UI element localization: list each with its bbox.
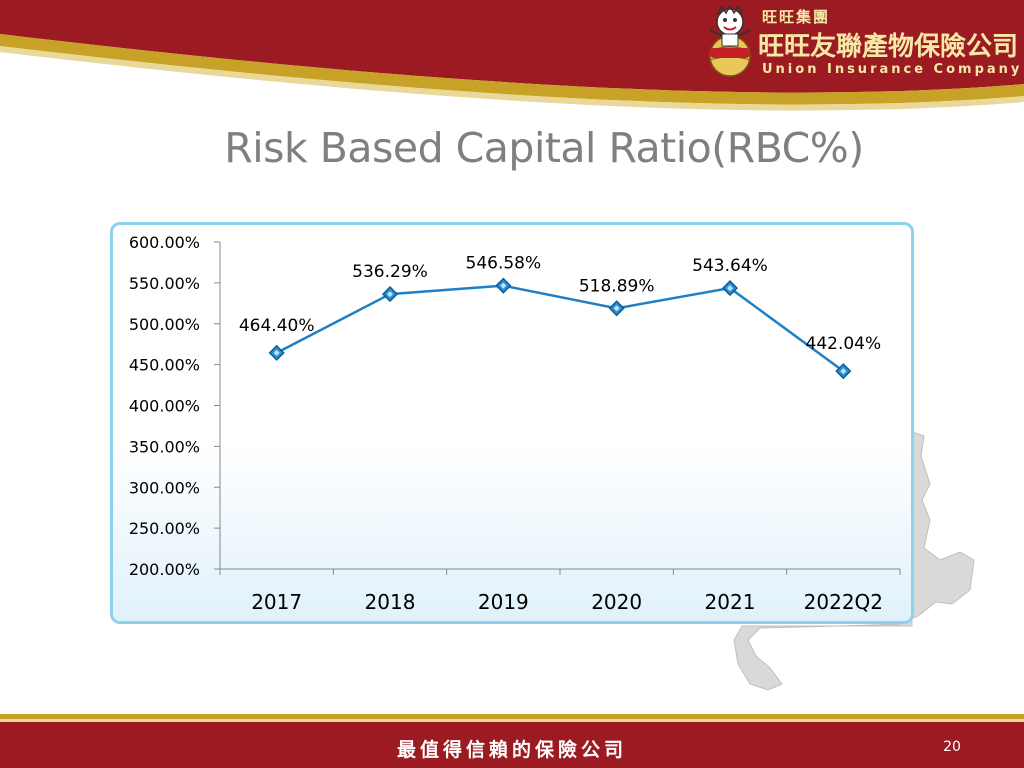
footer-banner [0, 714, 1024, 768]
logo-company-name-cn: 旺旺友聯產物保險公司 [758, 32, 1019, 62]
data-label: 518.89% [579, 276, 655, 296]
y-tick-label: 500.00% [129, 315, 200, 334]
x-tick-label: 2017 [251, 590, 302, 614]
slide-title: Risk Based Capital Ratio(RBC%) [224, 124, 864, 172]
series-rbc [268, 277, 852, 380]
x-tick-label: 2020 [591, 590, 642, 614]
data-label: 442.04% [806, 334, 882, 354]
data-label: 543.64% [692, 256, 768, 276]
x-axis: 2017 2018 2019 2020 2021 2022Q2 [219, 568, 901, 614]
data-point-marker-highlight [613, 305, 620, 312]
header-banner [0, 0, 1024, 111]
data-label: 546.58% [466, 254, 542, 274]
x-tick-label: 2018 [365, 590, 416, 614]
data-point-marker-highlight [840, 368, 847, 375]
y-tick-label: 200.00% [129, 560, 200, 579]
y-tick-label: 350.00% [129, 437, 200, 456]
data-label: 464.40% [239, 316, 315, 336]
data-label: 536.29% [352, 262, 428, 282]
chart-panel [110, 222, 914, 624]
logo-company-name-en: Union Insurance Company [762, 62, 1023, 77]
x-tick-label: 2019 [478, 590, 529, 614]
x-tick-label: 2022Q2 [804, 590, 883, 614]
y-tick-label: 400.00% [129, 397, 200, 416]
data-point-marker-highlight [500, 282, 507, 289]
y-tick-label: 250.00% [129, 519, 200, 538]
y-tick-label: 450.00% [129, 356, 200, 375]
page-number: 20 [943, 739, 961, 755]
y-tick-label: 550.00% [129, 274, 200, 293]
y-tick-label: 300.00% [129, 478, 200, 497]
logo-group-name: 旺旺集團 [762, 8, 831, 26]
mascot-logo-icon [709, 4, 751, 77]
x-tick-label: 2021 [705, 590, 756, 614]
y-axis: 600.00% 550.00% 500.00% 450.00% 400.00% 350.0… [129, 233, 221, 579]
company-logo: 旺旺集團 旺旺友聯產物保險公司 Union Insurance Company [700, 4, 1019, 80]
data-labels: 464.40% 536.29% 546.58% 518.89% 543.64% 442.0… [239, 254, 881, 354]
data-point-marker-highlight [727, 285, 733, 292]
y-tick-label: 600.00% [129, 233, 200, 252]
data-point-marker-highlight [387, 291, 393, 298]
data-point-marker-highlight [273, 349, 280, 356]
footer-slogan: 最值得信賴的保險公司 [396, 739, 627, 761]
series-line [276, 284, 845, 373]
